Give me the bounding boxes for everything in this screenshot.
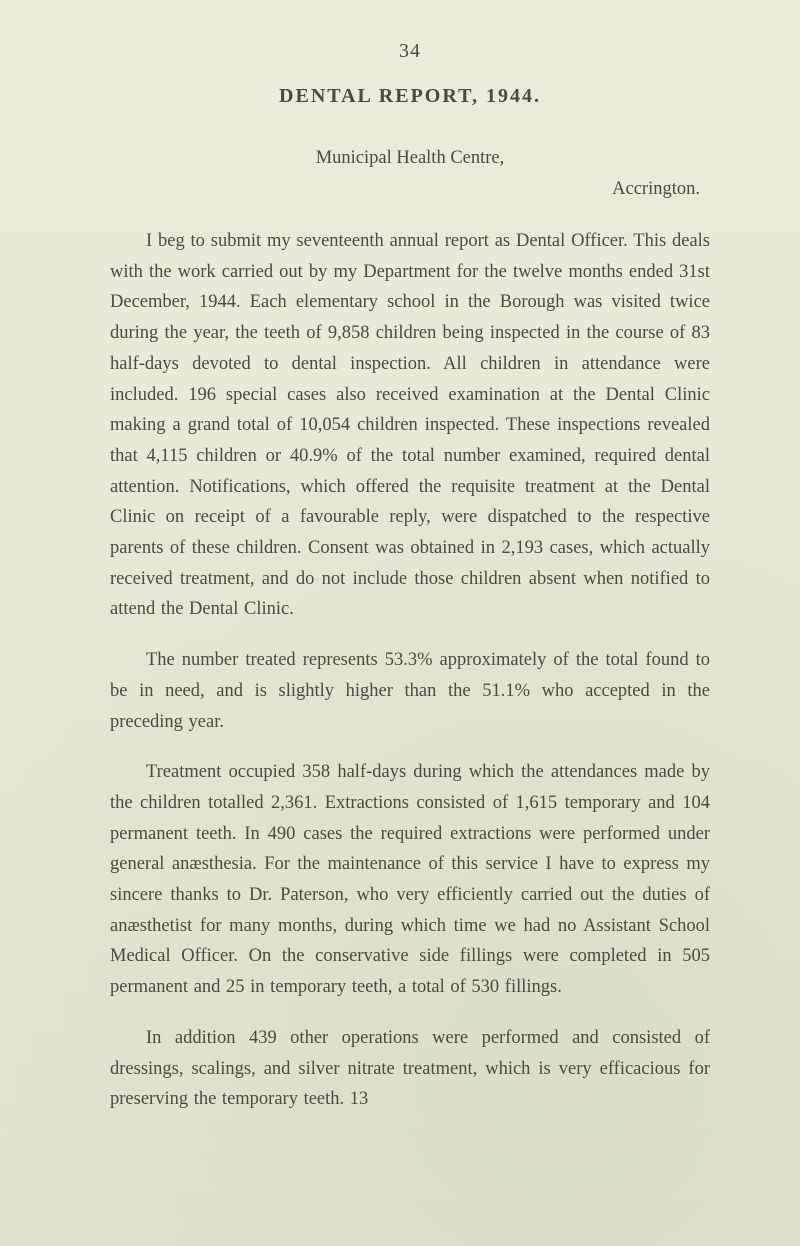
body-paragraph: I beg to submit my seventeenth annual re… [110,226,710,625]
body-paragraph: Treatment occupied 358 half-days during … [110,757,710,1003]
subheading-centre: Municipal Health Centre, [110,148,710,169]
page-number: 34 [110,40,710,63]
body-paragraph: In addition 439 other operations were pe… [110,1023,710,1115]
report-title: DENTAL REPORT, 1944. [110,85,710,108]
subheading-right: Accrington. [110,179,710,200]
document-page: 34 DENTAL REPORT, 1944. Municipal Health… [0,0,800,1246]
body-paragraph: The number treated represents 53.3% appr… [110,645,710,737]
